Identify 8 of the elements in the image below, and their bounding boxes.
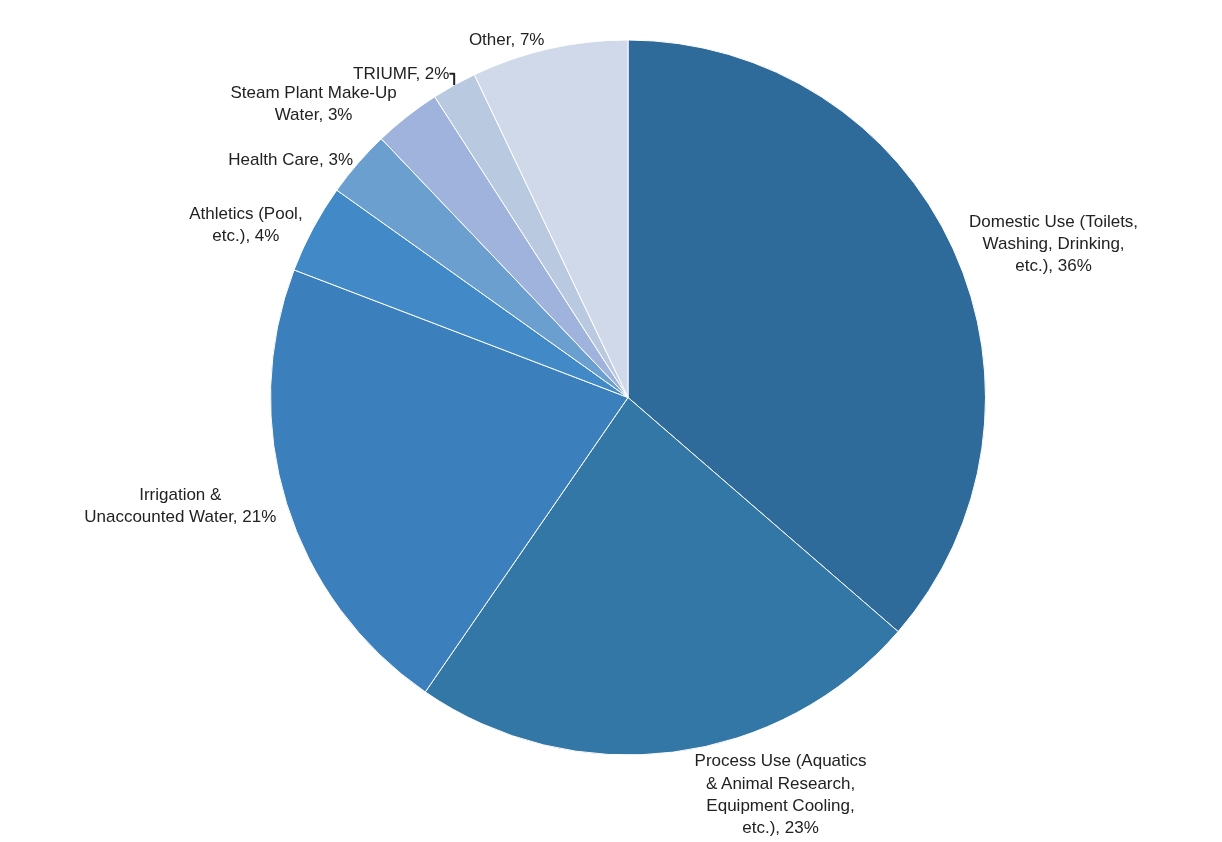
slice-label: Irrigation & Unaccounted Water, 21% [84, 484, 277, 527]
slice-label: TRIUMF, 2% [353, 64, 450, 84]
slice-label: Domestic Use (Toilets, Washing, Drinking, etc.), 36% [968, 211, 1139, 276]
slice-label: Athletics (Pool, etc.), 4% [189, 203, 303, 245]
slice-label: Other, 7% [468, 30, 545, 50]
slice-label: Steam Plant Make-Up Water, 3% [230, 83, 397, 125]
slice-label: Process Use (Aquatics & Animal Research, Equipment Cooling, etc.), 23% [694, 751, 867, 837]
slice-label: Health Care, 3% [228, 149, 354, 169]
